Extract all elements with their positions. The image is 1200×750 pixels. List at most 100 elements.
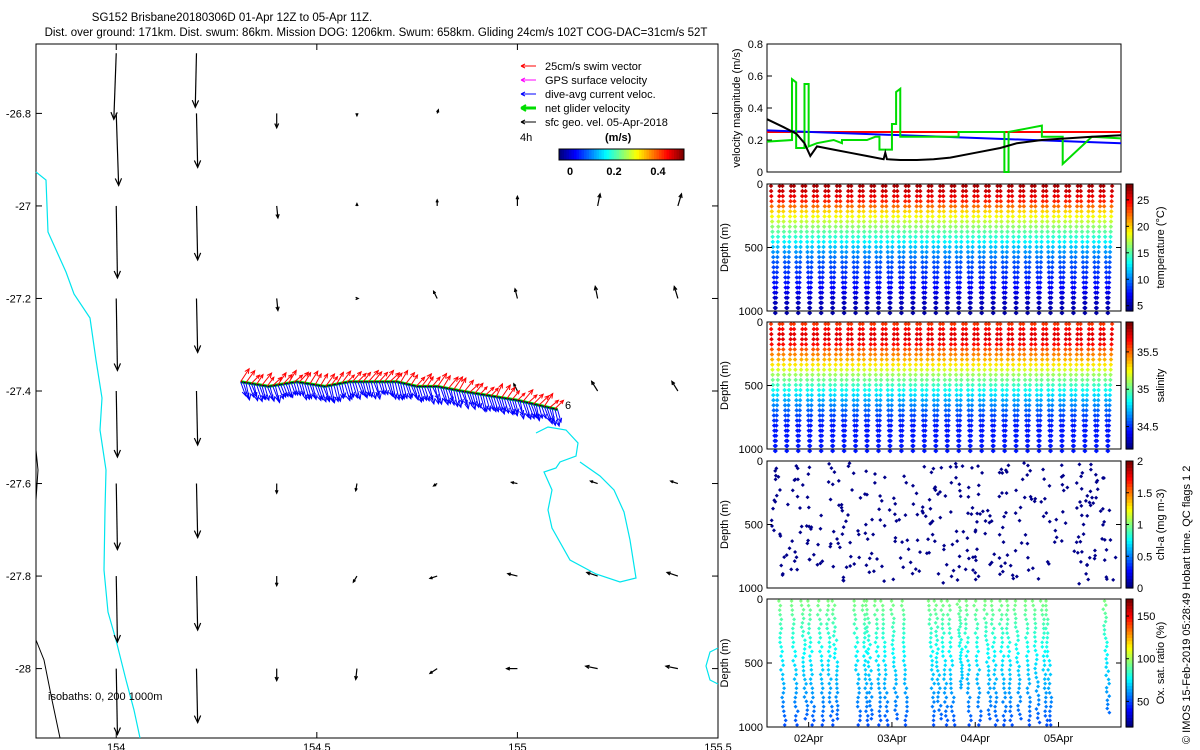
data-point (782, 244, 787, 250)
data-point (1057, 259, 1063, 265)
arrow-shaft (115, 483, 119, 550)
arrow-shaft (261, 372, 272, 386)
data-point (950, 658, 955, 663)
data-point (914, 331, 920, 337)
data-point (828, 275, 834, 280)
data-point (1078, 331, 1084, 337)
data-point (865, 629, 870, 634)
data-point (913, 567, 918, 572)
panel-ytick-label: 0 (757, 456, 763, 468)
data-point (854, 275, 860, 280)
data-point (1068, 249, 1074, 255)
data-point (922, 290, 928, 295)
data-point (882, 649, 887, 654)
data-point (905, 695, 910, 700)
data-point (1026, 418, 1032, 423)
data-point (785, 280, 791, 285)
data-point (930, 224, 936, 229)
data-point (834, 673, 839, 678)
arrow-head (341, 392, 347, 399)
data-point (937, 321, 943, 327)
data-point (872, 472, 877, 477)
data-point (1026, 413, 1032, 418)
data-point (927, 617, 932, 622)
swim-vector (368, 369, 380, 383)
data-point (1078, 193, 1084, 199)
data-point (854, 428, 859, 433)
data-point (895, 347, 901, 352)
data-point (948, 331, 954, 337)
data-point (1040, 326, 1046, 332)
data-point (1068, 362, 1073, 367)
data-point (1004, 259, 1009, 265)
data-point (975, 342, 981, 347)
dac-vector (317, 385, 324, 401)
data-point (856, 672, 861, 677)
data-point (896, 234, 902, 240)
data-point (945, 290, 951, 295)
data-point (912, 259, 918, 265)
data-point (903, 326, 908, 332)
colorbar-cell (1126, 401, 1133, 406)
data-point (1034, 372, 1039, 378)
arrow-shaft (195, 483, 199, 538)
data-point (800, 188, 805, 194)
data-point (867, 377, 872, 383)
data-point (891, 336, 897, 342)
data-point (830, 482, 835, 487)
data-point (794, 280, 800, 285)
colorbar-tick-label: 1 (1137, 520, 1143, 532)
swim-vector (304, 371, 312, 384)
data-point (1107, 259, 1113, 265)
data-point (982, 234, 987, 240)
data-point (1106, 433, 1111, 439)
data-point (931, 397, 937, 403)
data-point (952, 204, 958, 209)
data-point (826, 188, 831, 194)
data-point (1103, 382, 1108, 388)
data-point (925, 204, 931, 209)
data-point (833, 224, 838, 229)
data-point (1080, 259, 1086, 265)
arrow-head (193, 622, 202, 632)
data-point (988, 234, 993, 240)
arrow-shaft (277, 372, 287, 386)
data-point (901, 382, 907, 388)
data-point (865, 310, 870, 316)
data-point (1020, 477, 1025, 482)
data-point (879, 342, 885, 347)
data-point (1074, 352, 1080, 357)
data-point (925, 219, 930, 224)
data-point (960, 204, 965, 209)
data-point (1088, 503, 1093, 508)
data-point (873, 244, 879, 250)
arrow-shaft (309, 383, 316, 398)
geo-velocity-arrow (590, 380, 599, 392)
data-point (976, 492, 981, 497)
data-point (1101, 193, 1107, 199)
data-point (929, 183, 934, 189)
data-point (1037, 438, 1042, 444)
data-point (1069, 280, 1075, 285)
data-point (817, 640, 822, 645)
arrow-shaft (195, 390, 199, 446)
legend-label-dac: dive-avg current veloc. (545, 89, 656, 101)
data-point (1102, 357, 1107, 362)
data-point (918, 550, 923, 555)
data-point (934, 428, 940, 433)
data-point (817, 270, 822, 275)
data-point (831, 408, 837, 413)
data-point (907, 209, 912, 214)
data-point (1069, 392, 1074, 398)
data-point (831, 433, 836, 439)
data-point (830, 448, 836, 454)
data-point (851, 608, 856, 613)
data-point (874, 408, 880, 413)
data-point (865, 295, 871, 301)
data-point (888, 305, 893, 311)
swim-vector (469, 383, 480, 393)
data-point (1032, 188, 1038, 194)
data-point (1025, 438, 1031, 444)
swim-vector (431, 376, 441, 387)
data-point (911, 305, 916, 311)
